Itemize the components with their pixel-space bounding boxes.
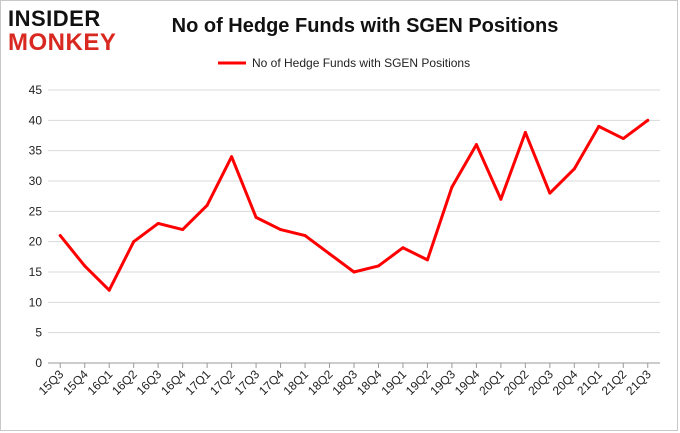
data-point-19Q3 [450, 185, 454, 189]
x-tick-label-18Q4: 18Q4 [354, 367, 385, 398]
x-tick-label-19Q4: 19Q4 [452, 367, 483, 398]
data-point-16Q3 [156, 221, 160, 225]
x-tick-label-20Q2: 20Q2 [501, 367, 532, 398]
data-point-20Q3 [548, 191, 552, 195]
insider-monkey-logo: INSIDER MONKEY [8, 8, 128, 56]
x-tick-label-16Q1: 16Q1 [85, 367, 116, 398]
x-tick-label-21Q1: 21Q1 [574, 367, 605, 398]
data-point-17Q2 [230, 155, 234, 159]
x-tick-label-18Q2: 18Q2 [305, 367, 336, 398]
data-point-19Q4 [474, 143, 478, 147]
data-point-18Q1 [303, 234, 307, 238]
data-point-16Q2 [132, 240, 136, 244]
x-tick-label-16Q2: 16Q2 [109, 367, 140, 398]
y-tick-label-15: 15 [29, 265, 43, 279]
x-tick-label-17Q1: 17Q1 [183, 367, 214, 398]
data-point-20Q1 [499, 197, 503, 201]
y-tick-label-45: 45 [29, 83, 43, 97]
y-tick-label-10: 10 [29, 295, 43, 309]
y-tick-label-35: 35 [29, 144, 43, 158]
x-tick-label-15Q3: 15Q3 [36, 367, 67, 398]
y-tick-label-20: 20 [29, 235, 43, 249]
legend-label-0: No of Hedge Funds with SGEN Positions [252, 56, 470, 70]
data-point-18Q4 [376, 264, 380, 268]
data-point-17Q1 [205, 203, 209, 207]
x-tick-label-20Q1: 20Q1 [476, 367, 507, 398]
x-tick-label-18Q3: 18Q3 [329, 367, 360, 398]
data-point-20Q4 [572, 167, 576, 171]
data-point-16Q4 [181, 228, 185, 232]
logo-line-2: MONKEY [8, 29, 117, 56]
x-tick-label-20Q4: 20Q4 [550, 367, 581, 398]
x-tick-label-19Q3: 19Q3 [427, 367, 458, 398]
x-tick-label-15Q4: 15Q4 [60, 367, 91, 398]
x-tick-label-16Q4: 16Q4 [158, 367, 189, 398]
data-point-15Q4 [83, 264, 87, 268]
x-tick-label-20Q3: 20Q3 [525, 367, 556, 398]
data-point-21Q1 [597, 124, 601, 128]
y-tick-label-40: 40 [29, 113, 43, 127]
y-tick-label-0: 0 [35, 356, 42, 370]
data-point-20Q2 [523, 130, 527, 134]
y-tick-label-30: 30 [29, 174, 43, 188]
data-point-21Q2 [621, 137, 625, 141]
x-tick-label-16Q3: 16Q3 [134, 367, 165, 398]
x-tick-label-18Q1: 18Q1 [281, 367, 312, 398]
logo-line-1: INSIDER [8, 6, 101, 31]
data-point-15Q3 [58, 234, 62, 238]
x-tick-label-21Q2: 21Q2 [599, 367, 630, 398]
data-point-19Q2 [425, 258, 429, 262]
data-point-17Q4 [279, 228, 283, 232]
y-tick-label-5: 5 [35, 326, 42, 340]
data-point-18Q2 [328, 252, 332, 256]
x-tick-label-21Q3: 21Q3 [623, 367, 654, 398]
x-tick-label-19Q2: 19Q2 [403, 367, 434, 398]
x-tick-label-19Q1: 19Q1 [378, 367, 409, 398]
chart-title: No of Hedge Funds with SGEN Positions [171, 15, 559, 37]
x-tick-label-17Q4: 17Q4 [256, 367, 287, 398]
series-line-0 [58, 118, 650, 292]
data-point-16Q1 [107, 288, 111, 292]
data-point-19Q1 [401, 246, 405, 250]
data-point-21Q3 [646, 118, 650, 122]
x-tick-label-17Q2: 17Q2 [207, 367, 238, 398]
x-tick-label-17Q3: 17Q3 [232, 367, 263, 398]
data-point-18Q3 [352, 270, 356, 274]
data-point-17Q3 [254, 215, 258, 219]
y-tick-label-25: 25 [29, 204, 43, 218]
